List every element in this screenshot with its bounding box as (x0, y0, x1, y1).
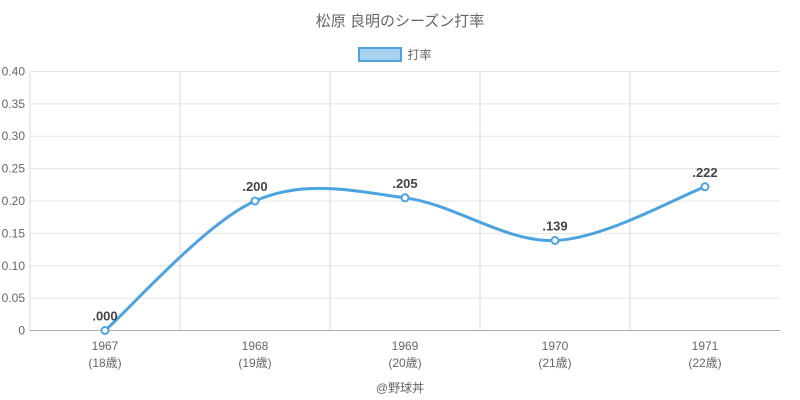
svg-text:(20歳): (20歳) (388, 356, 421, 370)
svg-text:(21歳): (21歳) (538, 356, 571, 370)
svg-text:.205: .205 (392, 176, 417, 191)
svg-text:1970: 1970 (542, 339, 569, 353)
svg-text:0.30: 0.30 (2, 129, 26, 143)
svg-text:1969: 1969 (392, 339, 419, 353)
svg-text:0.35: 0.35 (2, 97, 26, 111)
svg-text:.000: .000 (92, 309, 117, 324)
svg-text:0.10: 0.10 (2, 259, 26, 273)
svg-text:1971: 1971 (692, 339, 719, 353)
svg-text:0.40: 0.40 (2, 65, 26, 79)
svg-text:(19歳): (19歳) (238, 356, 271, 370)
svg-text:.222: .222 (692, 165, 717, 180)
svg-text:.139: .139 (542, 219, 567, 234)
svg-text:0.20: 0.20 (2, 194, 26, 208)
svg-text:0: 0 (18, 324, 25, 338)
svg-text:0.05: 0.05 (2, 291, 26, 305)
svg-text:(18歳): (18歳) (88, 356, 121, 370)
svg-text:1967: 1967 (92, 339, 119, 353)
svg-text:1968: 1968 (242, 339, 269, 353)
svg-text:0.15: 0.15 (2, 226, 26, 240)
svg-text:(22歳): (22歳) (688, 356, 721, 370)
svg-text:0.25: 0.25 (2, 162, 26, 176)
svg-text:.200: .200 (242, 179, 267, 194)
